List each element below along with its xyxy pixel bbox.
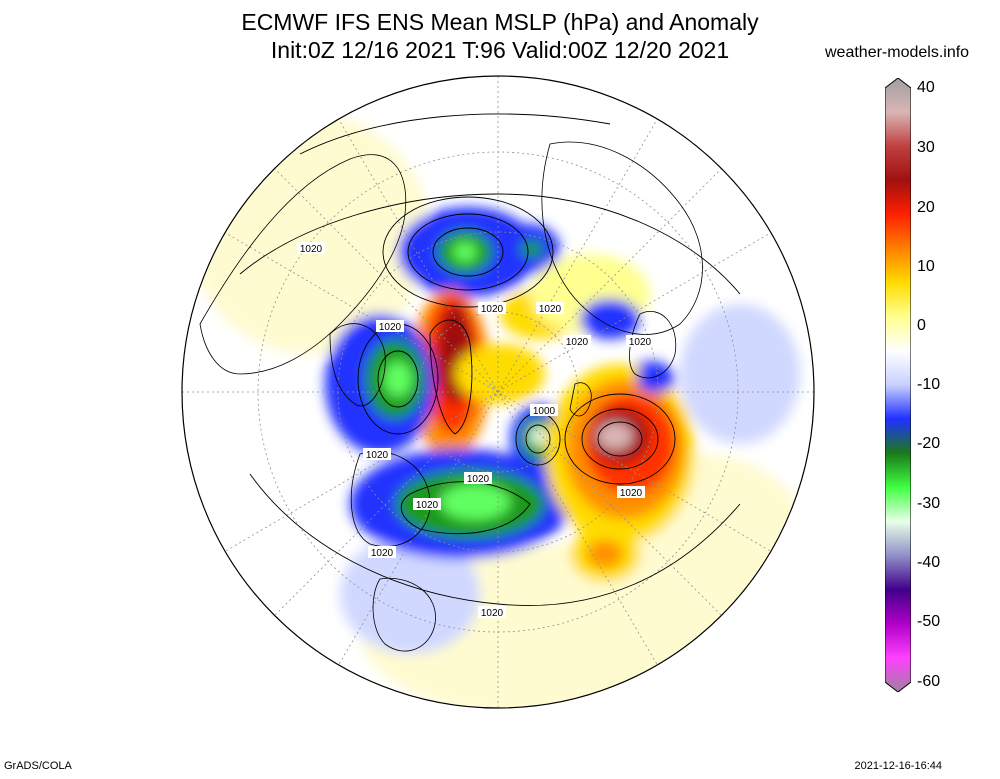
colorbar-tick: -20 bbox=[917, 435, 941, 452]
isobar-label: 1020 bbox=[371, 548, 394, 559]
isobar-label: 1000 bbox=[533, 406, 556, 417]
coastlines bbox=[199, 141, 703, 652]
isobar-label: 1020 bbox=[620, 488, 643, 499]
colorbar-tick: 20 bbox=[917, 199, 935, 216]
colorbar-tick: -40 bbox=[917, 554, 941, 571]
colorbar-tick: 30 bbox=[917, 139, 935, 156]
chart-title: ECMWF IFS ENS Mean MSLP (hPa) and Anomal… bbox=[241, 9, 759, 35]
colorbar-tick: -30 bbox=[917, 495, 941, 512]
map-border bbox=[181, 75, 815, 709]
isobar-label: 1020 bbox=[416, 500, 439, 511]
isobar-label: 1020 bbox=[629, 337, 652, 348]
colorbar-bar bbox=[885, 78, 911, 692]
colorbar-tick: 40 bbox=[917, 79, 935, 96]
polar-map: 1020 1020 1020 1020 1020 1020 1000 1020 … bbox=[181, 75, 815, 709]
colorbar-tick: 10 bbox=[917, 258, 935, 275]
isobar-label: 1020 bbox=[379, 322, 402, 333]
colorbar-tick: 0 bbox=[917, 317, 926, 334]
chart-subtitle: Init:0Z 12/16 2021 T:96 Valid:00Z 12/20 … bbox=[270, 37, 730, 63]
isobar-labels: 1020 1020 1020 1020 1020 1020 1000 1020 … bbox=[297, 242, 654, 619]
isobar-label: 1020 bbox=[300, 244, 323, 255]
colorbar-tick: -50 bbox=[917, 613, 941, 630]
isobar-label: 1020 bbox=[481, 304, 504, 315]
isobar-label: 1020 bbox=[539, 304, 562, 315]
colorbar bbox=[885, 78, 911, 692]
isobar-label: 1020 bbox=[366, 450, 389, 461]
source-credit: weather-models.info bbox=[825, 44, 970, 61]
isobar-label: 1020 bbox=[566, 337, 589, 348]
isobar-label: 1020 bbox=[481, 608, 504, 619]
footer-timestamp: 2021-12-16-16:44 bbox=[854, 760, 942, 772]
footer-software: GrADS/COLA bbox=[4, 760, 72, 772]
colorbar-tick: -10 bbox=[917, 376, 941, 393]
colorbar-tick: -60 bbox=[917, 673, 941, 690]
isobar-label: 1020 bbox=[467, 474, 490, 485]
